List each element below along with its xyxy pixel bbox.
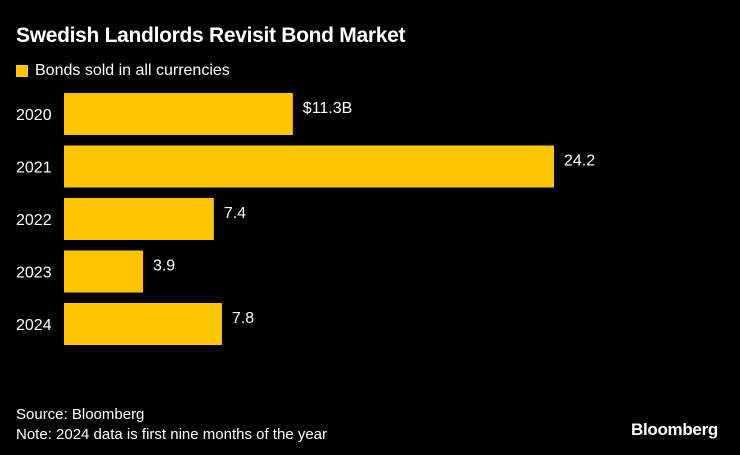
- bar-2023: [64, 250, 143, 293]
- footer: Source: Bloomberg Note: 2024 data is fir…: [16, 405, 327, 445]
- chart-title: Swedish Landlords Revisit Bond Market: [16, 24, 406, 47]
- bar-2024: [64, 303, 222, 345]
- data-note: Note: 2024 data is first nine months of …: [16, 426, 328, 443]
- bloomberg-logo: Bloomberg: [630, 420, 718, 439]
- category-label: 2021: [16, 160, 52, 177]
- category-label: 2022: [16, 212, 52, 229]
- legend-label: Bonds sold in all currencies: [35, 62, 230, 79]
- bar-2021: [64, 145, 554, 188]
- data-label: $11.3B: [303, 100, 353, 117]
- data-label: 24.2: [564, 153, 595, 170]
- legend-swatch: [16, 65, 28, 77]
- bar-2020: [64, 93, 293, 135]
- category-label: 2024: [16, 317, 52, 334]
- data-label: 7.8: [232, 310, 254, 327]
- data-label: 3.9: [153, 258, 175, 275]
- legend: Bonds sold in all currencies: [16, 62, 230, 80]
- source-note: Source: Bloomberg: [16, 406, 145, 423]
- data-label: 7.4: [224, 205, 246, 222]
- category-label: 2023: [16, 265, 52, 282]
- category-label: 2020: [16, 107, 52, 124]
- bar-2022: [64, 198, 214, 240]
